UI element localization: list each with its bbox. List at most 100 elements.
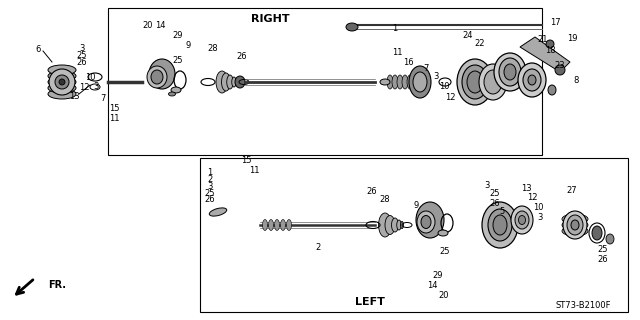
- Ellipse shape: [378, 213, 392, 237]
- Text: 26: 26: [237, 52, 247, 60]
- Ellipse shape: [606, 234, 614, 244]
- Text: 20: 20: [143, 20, 153, 29]
- Ellipse shape: [484, 70, 502, 94]
- Ellipse shape: [48, 83, 76, 93]
- Ellipse shape: [511, 206, 533, 234]
- Text: 28: 28: [380, 196, 390, 204]
- Ellipse shape: [149, 59, 175, 89]
- Ellipse shape: [528, 75, 536, 85]
- Text: 3: 3: [93, 82, 99, 91]
- Text: 10: 10: [439, 82, 449, 91]
- Ellipse shape: [392, 218, 399, 232]
- Ellipse shape: [417, 211, 435, 233]
- Ellipse shape: [236, 78, 239, 85]
- Ellipse shape: [392, 75, 398, 89]
- Text: 1: 1: [207, 167, 212, 177]
- Text: 26: 26: [367, 188, 378, 196]
- Ellipse shape: [413, 72, 427, 92]
- Text: 3: 3: [207, 181, 212, 190]
- Ellipse shape: [467, 71, 483, 93]
- Text: 5: 5: [499, 207, 504, 217]
- Text: 12: 12: [445, 92, 455, 101]
- Text: 6: 6: [35, 44, 41, 53]
- Text: 27: 27: [566, 186, 577, 195]
- Text: 14: 14: [427, 282, 437, 291]
- Ellipse shape: [482, 202, 518, 248]
- Text: 11: 11: [109, 114, 119, 123]
- Text: 8: 8: [573, 76, 579, 84]
- Ellipse shape: [562, 220, 588, 230]
- Ellipse shape: [262, 220, 268, 230]
- Ellipse shape: [387, 75, 393, 89]
- Text: 20: 20: [439, 292, 449, 300]
- Ellipse shape: [592, 226, 602, 240]
- Text: RIGHT: RIGHT: [251, 14, 289, 24]
- Text: 26: 26: [205, 196, 215, 204]
- Ellipse shape: [221, 73, 230, 91]
- Text: 10: 10: [532, 204, 543, 212]
- Ellipse shape: [147, 66, 167, 88]
- Ellipse shape: [216, 71, 228, 93]
- Ellipse shape: [397, 220, 401, 230]
- Text: 2: 2: [207, 174, 212, 183]
- Ellipse shape: [402, 75, 408, 89]
- Text: 7: 7: [423, 63, 429, 73]
- Circle shape: [546, 40, 554, 48]
- Text: 26: 26: [598, 255, 608, 265]
- Text: 26: 26: [77, 58, 87, 67]
- Ellipse shape: [346, 23, 358, 31]
- Ellipse shape: [209, 208, 227, 216]
- Ellipse shape: [438, 230, 448, 236]
- Text: 26: 26: [490, 198, 500, 207]
- Ellipse shape: [462, 65, 488, 99]
- Text: 13: 13: [68, 92, 79, 100]
- Ellipse shape: [562, 226, 588, 236]
- Ellipse shape: [567, 215, 583, 235]
- Text: 23: 23: [555, 60, 565, 69]
- Text: ST73-B2100F: ST73-B2100F: [555, 300, 611, 309]
- Ellipse shape: [479, 64, 507, 100]
- Ellipse shape: [227, 75, 233, 89]
- Text: 15: 15: [241, 156, 252, 164]
- Ellipse shape: [48, 71, 76, 81]
- Ellipse shape: [457, 59, 493, 105]
- Text: 2: 2: [316, 244, 321, 252]
- Text: 7: 7: [100, 93, 106, 102]
- Ellipse shape: [499, 58, 521, 86]
- Text: 3: 3: [538, 212, 543, 221]
- Text: 10: 10: [84, 73, 95, 82]
- Ellipse shape: [168, 92, 175, 96]
- Ellipse shape: [518, 63, 546, 97]
- Text: 28: 28: [208, 44, 218, 52]
- Text: LEFT: LEFT: [355, 297, 385, 307]
- Text: 9: 9: [413, 201, 419, 210]
- Ellipse shape: [48, 77, 76, 87]
- Text: 12: 12: [79, 83, 89, 92]
- Text: 3: 3: [79, 44, 84, 52]
- Text: 25: 25: [77, 51, 87, 60]
- Text: 25: 25: [440, 247, 451, 257]
- Ellipse shape: [380, 79, 390, 85]
- Ellipse shape: [518, 215, 525, 225]
- Text: 25: 25: [173, 55, 183, 65]
- Ellipse shape: [275, 220, 280, 230]
- Ellipse shape: [280, 220, 285, 230]
- Text: 18: 18: [545, 45, 556, 54]
- Ellipse shape: [571, 220, 579, 230]
- Ellipse shape: [48, 65, 76, 75]
- Text: 25: 25: [598, 245, 608, 254]
- Ellipse shape: [287, 220, 291, 230]
- Ellipse shape: [493, 215, 507, 235]
- Text: 12: 12: [527, 194, 537, 203]
- Ellipse shape: [401, 221, 403, 228]
- Ellipse shape: [563, 211, 587, 239]
- Text: 17: 17: [550, 18, 560, 27]
- Text: 29: 29: [173, 30, 183, 39]
- Circle shape: [555, 65, 565, 75]
- Text: 11: 11: [249, 165, 259, 174]
- Ellipse shape: [523, 69, 541, 91]
- Ellipse shape: [407, 75, 413, 89]
- Text: FR.: FR.: [48, 280, 66, 290]
- Text: 25: 25: [205, 188, 215, 197]
- Text: 22: 22: [475, 38, 485, 47]
